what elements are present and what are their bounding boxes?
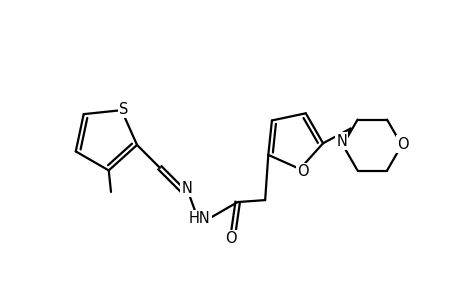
Text: N: N: [336, 134, 347, 149]
Text: HN: HN: [189, 211, 210, 226]
Text: N: N: [181, 181, 192, 196]
Text: S: S: [118, 102, 128, 117]
Text: O: O: [224, 231, 236, 246]
Text: O: O: [297, 164, 308, 179]
Text: O: O: [396, 136, 408, 152]
